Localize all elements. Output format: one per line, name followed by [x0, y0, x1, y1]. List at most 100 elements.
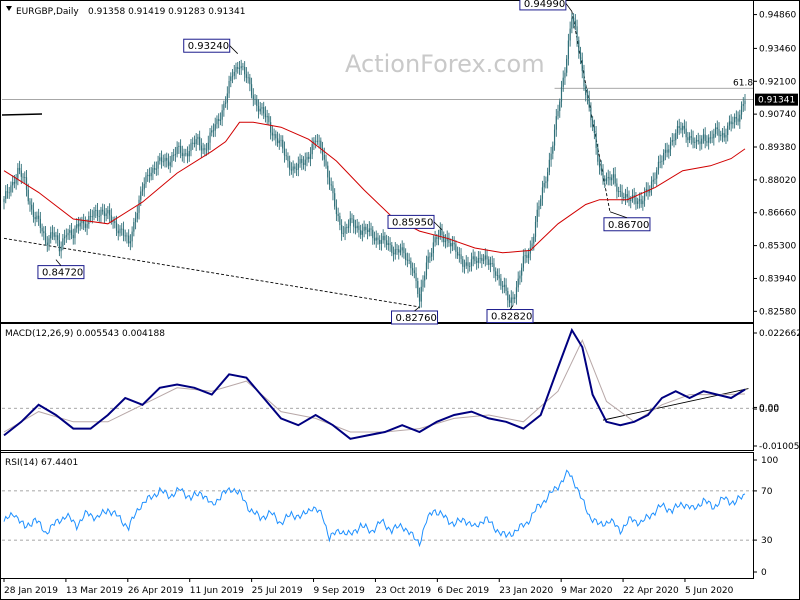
candle-body: [67, 232, 69, 236]
candle-body: [711, 137, 713, 139]
candle-body: [496, 275, 499, 276]
candle-body: [195, 139, 197, 145]
candle-body: [98, 216, 100, 217]
macd-trendline: [602, 388, 749, 421]
candle-body: [278, 140, 280, 144]
candle-body: [702, 134, 705, 139]
candle-body: [434, 237, 436, 243]
price-annotation: 0.84720: [37, 259, 85, 280]
candle-body: [548, 159, 550, 173]
candle-body: [387, 243, 389, 245]
candle-body: [418, 294, 421, 302]
candle-body: [687, 137, 689, 141]
candle-body: [88, 215, 90, 225]
price-y-axis: 0.94860 0.93460 0.92100 0.90740 0.89380 0.880…: [753, 11, 798, 317]
candle-body: [375, 237, 377, 241]
candle-body: [69, 230, 71, 233]
candle-body: [292, 166, 294, 171]
price-header: EURGBP,Daily 0.91358 0.91419 0.91283 0.9…: [6, 6, 245, 17]
candle-body: [384, 235, 386, 241]
candle-body: [446, 237, 448, 241]
candle-body: [576, 26, 578, 41]
price-annotation: 0.93240: [183, 38, 239, 54]
candle-body: [115, 222, 118, 231]
candle-body: [95, 210, 97, 212]
candle-body: [212, 130, 215, 132]
candle-body: [65, 235, 67, 237]
candle-body: [708, 137, 710, 143]
x-tick-label: 5 Jun 2020: [685, 586, 734, 596]
candle-body: [306, 156, 308, 160]
candle-body: [536, 209, 538, 222]
candle-body: [320, 140, 322, 149]
candle-body: [406, 259, 408, 261]
candle-body: [334, 193, 336, 207]
candle-body: [491, 263, 493, 264]
candle-body: [611, 177, 613, 181]
candle-body: [379, 239, 381, 244]
candle-body: [368, 228, 370, 233]
dropdown-triangle-icon: [6, 6, 12, 11]
candle-body: [84, 223, 86, 228]
candle-body: [337, 214, 339, 216]
candle-body: [403, 247, 405, 254]
candle-body: [160, 157, 163, 162]
candle-body: [484, 255, 486, 260]
candle-body: [335, 206, 338, 215]
candle-body: [514, 297, 516, 300]
candle-body: [134, 218, 137, 223]
rsi-y-axis: 100 70 30 0: [753, 456, 778, 578]
candle-body: [242, 66, 244, 68]
candle-body: [654, 178, 656, 180]
symbol-label: EURGBP,Daily: [16, 7, 79, 17]
rsi-tick-label: 70: [761, 487, 773, 497]
candle-body: [566, 58, 568, 73]
candle-body: [602, 170, 604, 179]
candle-body: [323, 154, 325, 160]
candle-body: [652, 179, 654, 182]
candle-body: [380, 240, 383, 244]
candle-body: [247, 77, 249, 79]
candle-body: [263, 107, 265, 114]
candle-body: [256, 99, 258, 107]
candle-body: [399, 250, 402, 253]
candle-body: [114, 221, 116, 223]
candle-body: [690, 136, 692, 138]
candle-body: [264, 113, 267, 118]
candle-body: [624, 194, 627, 199]
candle-body: [474, 256, 476, 262]
candle-body: [386, 240, 388, 245]
candle-body: [562, 77, 564, 87]
candle-body: [477, 258, 479, 263]
candle-body: [524, 255, 526, 257]
candle-body: [100, 209, 102, 217]
candle-body: [347, 225, 350, 229]
candle-body: [190, 142, 192, 152]
candle-body: [216, 118, 218, 125]
candle-body: [488, 259, 490, 265]
candle-body: [34, 217, 36, 220]
candle-body: [328, 177, 331, 185]
candle-body: [586, 95, 589, 98]
candle-body: [370, 228, 372, 230]
candle-body: [598, 161, 601, 168]
candle-body: [46, 242, 48, 245]
candle-body: [81, 220, 83, 223]
candle-body: [417, 281, 419, 295]
candle-body: [159, 157, 161, 161]
candle-body: [709, 137, 711, 139]
candle-body: [91, 216, 93, 218]
candle-body: [354, 226, 357, 229]
candle-body: [283, 148, 286, 156]
candle-body: [688, 136, 691, 141]
candle-body: [53, 232, 55, 237]
x-tick-label: 26 Apr 2019: [128, 586, 184, 596]
candle-body: [230, 76, 232, 81]
candle-body: [32, 209, 35, 218]
candle-body: [669, 142, 672, 150]
x-tick-label: 25 Jul 2019: [252, 586, 303, 596]
candle-body: [8, 192, 10, 194]
x-tick-label: 13 Mar 2019: [66, 586, 123, 596]
candle-body: [245, 74, 247, 78]
candle-body: [377, 237, 379, 240]
